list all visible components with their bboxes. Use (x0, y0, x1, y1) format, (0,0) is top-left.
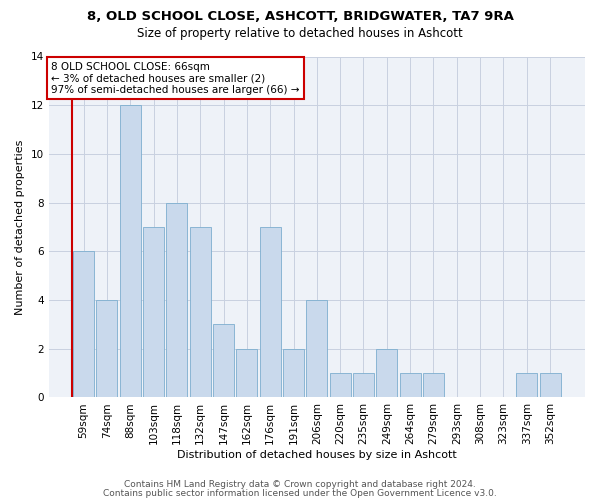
Bar (376, 349, 397, 398)
Bar (539, 373, 560, 398)
Bar (283, 349, 304, 398)
Text: Contains public sector information licensed under the Open Government Licence v3: Contains public sector information licen… (103, 488, 497, 498)
Bar (166, 202, 187, 398)
Bar (329, 373, 350, 398)
Bar (73, 252, 94, 398)
Bar (120, 105, 140, 398)
Bar (213, 324, 234, 398)
Y-axis label: Number of detached properties: Number of detached properties (15, 140, 25, 314)
Bar (97, 300, 118, 398)
Text: 8, OLD SCHOOL CLOSE, ASHCOTT, BRIDGWATER, TA7 9RA: 8, OLD SCHOOL CLOSE, ASHCOTT, BRIDGWATER… (86, 10, 514, 23)
Text: Contains HM Land Registry data © Crown copyright and database right 2024.: Contains HM Land Registry data © Crown c… (124, 480, 476, 489)
Bar (353, 373, 374, 398)
X-axis label: Distribution of detached houses by size in Ashcott: Distribution of detached houses by size … (177, 450, 457, 460)
Bar (423, 373, 444, 398)
Text: 8 OLD SCHOOL CLOSE: 66sqm
← 3% of detached houses are smaller (2)
97% of semi-de: 8 OLD SCHOOL CLOSE: 66sqm ← 3% of detach… (52, 62, 300, 95)
Bar (260, 227, 281, 398)
Text: Size of property relative to detached houses in Ashcott: Size of property relative to detached ho… (137, 28, 463, 40)
Bar (307, 300, 328, 398)
Bar (143, 227, 164, 398)
Bar (400, 373, 421, 398)
Bar (190, 227, 211, 398)
Bar (516, 373, 537, 398)
Bar (236, 349, 257, 398)
